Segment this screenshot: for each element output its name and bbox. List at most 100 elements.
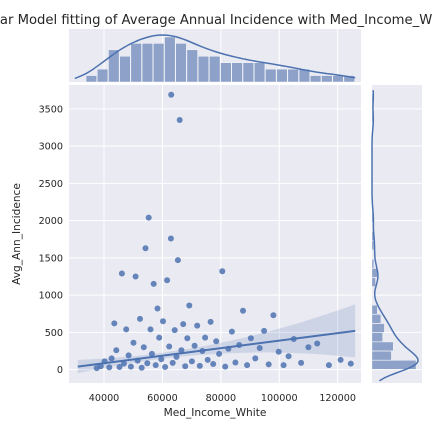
scatter-point <box>111 320 117 326</box>
top-histogram-bar <box>120 56 131 82</box>
right-histogram-bar <box>372 314 381 323</box>
right-histogram-bar <box>372 342 393 351</box>
scatter-point <box>106 364 112 370</box>
scatter-point <box>156 335 162 341</box>
x-tick-label: 60000 <box>147 393 178 404</box>
scatter-point <box>172 327 178 333</box>
right-histogram-bar <box>372 241 374 250</box>
scatter-point <box>146 215 152 221</box>
chart-title: Linear Model fitting of Average Annual I… <box>0 13 432 28</box>
y-tick-label: 2500 <box>39 179 63 190</box>
scatter-point <box>139 365 145 371</box>
top-histogram-bar <box>277 69 288 82</box>
x-tick-label: 40000 <box>89 393 120 404</box>
scatter-point <box>109 355 115 361</box>
right-histogram-bar <box>372 305 377 314</box>
top-histogram-bar <box>97 69 108 82</box>
scatter-point <box>338 357 344 363</box>
scatter-point <box>141 344 147 350</box>
scatter-point <box>298 360 304 366</box>
scatter-point <box>143 245 149 251</box>
scatter-point <box>194 323 200 329</box>
scatter-point <box>166 344 172 350</box>
right-marginal-panel <box>372 85 422 383</box>
x-tick-label: 120000 <box>319 393 356 404</box>
scatter-point <box>257 345 263 351</box>
scatter-point <box>244 362 250 368</box>
scatter-point <box>208 319 214 325</box>
scatter-point <box>119 271 125 277</box>
top-histogram-bar <box>153 43 164 82</box>
scatter-point <box>131 340 137 346</box>
y-tick-label: 0 <box>57 365 63 376</box>
scatter-point <box>219 268 225 274</box>
scatter-point <box>229 329 235 335</box>
scatter-point <box>286 353 292 359</box>
scatter-point <box>180 321 186 327</box>
top-histogram-bar <box>322 76 333 82</box>
scatter-point <box>137 316 143 322</box>
scatter-point <box>151 281 157 287</box>
y-tick-label: 3000 <box>39 142 63 153</box>
scatter-point <box>213 338 219 344</box>
scatter-point <box>175 257 181 263</box>
y-tick-label: 2000 <box>39 216 63 227</box>
right-histogram-bar <box>372 333 383 342</box>
right-histogram-bar <box>372 351 391 360</box>
scatter-point <box>126 352 132 358</box>
top-histogram-bar <box>243 63 254 82</box>
scatter-point <box>170 360 176 366</box>
y-tick-label: 3500 <box>39 104 63 115</box>
top-histogram-bar <box>142 43 153 82</box>
top-histogram-bar <box>310 76 321 82</box>
scatter-point <box>205 357 211 363</box>
top-histogram-bar <box>209 56 220 82</box>
scatter-point <box>113 347 119 353</box>
scatter-point <box>222 364 228 370</box>
y-axis-label: Avg_Ann_Incidence <box>11 183 23 285</box>
top-histogram-bar <box>221 63 232 82</box>
y-tick-label: 1000 <box>39 291 63 302</box>
scatter-point <box>326 362 332 368</box>
scatter-point <box>248 335 254 341</box>
scatter-point <box>210 361 216 367</box>
scatter-point <box>160 318 166 324</box>
scatter-point <box>240 308 246 314</box>
x-tick-label: 100000 <box>261 393 298 404</box>
x-tick-label: 80000 <box>206 393 237 404</box>
scatter-point <box>261 328 267 334</box>
top-marginal-panel <box>69 29 361 82</box>
scatter-point <box>123 326 129 332</box>
scatter-point <box>133 274 139 280</box>
scatter-point <box>266 361 272 367</box>
top-histogram-bar <box>333 76 344 82</box>
scatter-point <box>144 360 150 366</box>
top-histogram-bar <box>288 69 299 82</box>
scatter-point <box>186 303 192 309</box>
scatter-point <box>162 364 168 370</box>
scatter-point <box>182 363 188 369</box>
scatter-point <box>252 355 258 361</box>
top-histogram-bar <box>254 63 265 82</box>
x-axis-label: Med_Income_White <box>164 407 267 419</box>
right-histogram-bar <box>372 278 376 287</box>
top-histogram-bar <box>176 43 187 82</box>
scatter-point <box>305 344 311 350</box>
scatter-point <box>164 277 170 283</box>
scatter-point <box>348 361 354 367</box>
scatter-point <box>155 306 161 312</box>
scatter-point <box>177 117 183 123</box>
scatter-point <box>276 349 282 355</box>
scatter-point <box>168 92 174 98</box>
scatter-point <box>168 236 174 242</box>
top-histogram-bar <box>131 43 142 82</box>
scatter-point <box>314 341 320 347</box>
top-histogram-bar <box>187 50 198 82</box>
y-tick-label: 1500 <box>39 253 63 264</box>
right-histogram-bar <box>372 324 384 333</box>
top-histogram-bar <box>165 37 176 82</box>
top-histogram-bar <box>265 69 276 82</box>
scatter-point <box>232 360 238 366</box>
right-histogram-bar <box>372 259 374 268</box>
